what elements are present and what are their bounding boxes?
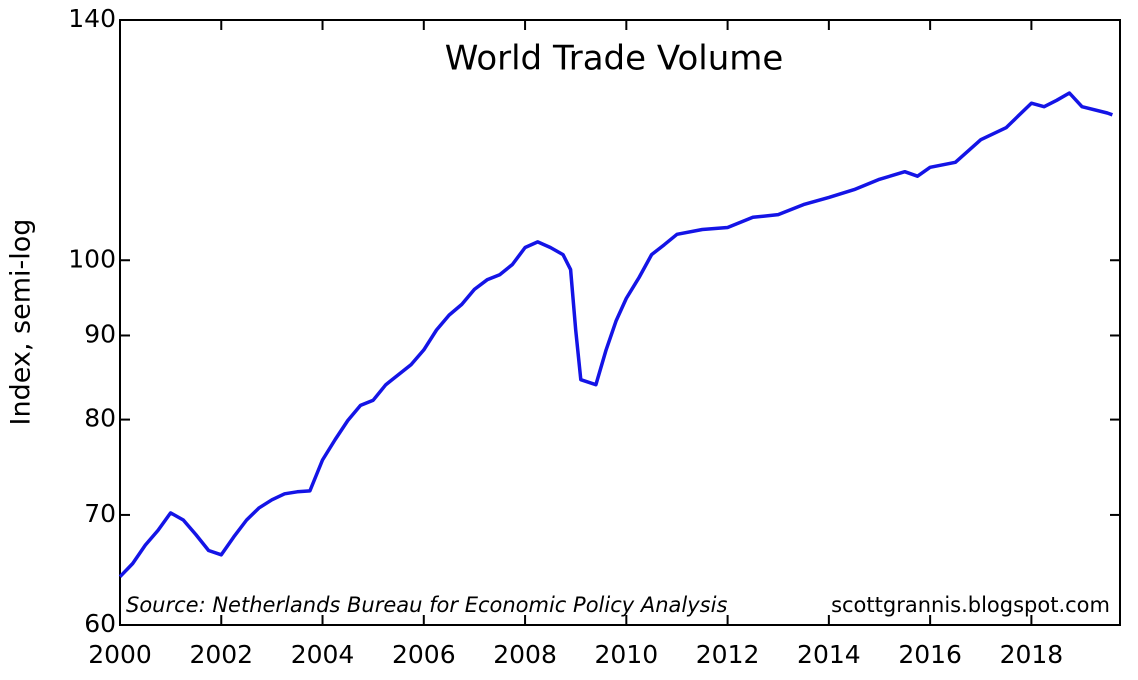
x-tick-label: 2010 [595,640,659,669]
y-tick-label: 70 [84,499,116,528]
x-tick-label: 2006 [392,640,456,669]
y-tick-label: 100 [68,244,116,273]
x-tick-label: 2012 [696,640,760,669]
y-tick-label: 80 [84,404,116,433]
x-tick-label: 2000 [88,640,152,669]
y-tick-label: 140 [68,4,116,33]
data-line [118,91,1113,578]
plot-frame [119,19,1121,626]
y-tick-label: 90 [84,319,116,348]
site-note: scottgrannis.blogspot.com [831,593,1110,617]
x-tick-label: 2014 [797,640,861,669]
x-tick-label: 2016 [898,640,962,669]
x-tick-label: 2018 [1000,640,1064,669]
x-tick-label: 2004 [291,640,355,669]
source-note: Source: Netherlands Bureau for Economic … [126,593,727,617]
y-tick-label: 60 [84,609,116,638]
y-axis-label: Index, semi-log [6,219,37,426]
x-tick-label: 2002 [189,640,253,669]
x-tick-label: 2008 [493,640,557,669]
chart-title: World Trade Volume [445,39,784,79]
